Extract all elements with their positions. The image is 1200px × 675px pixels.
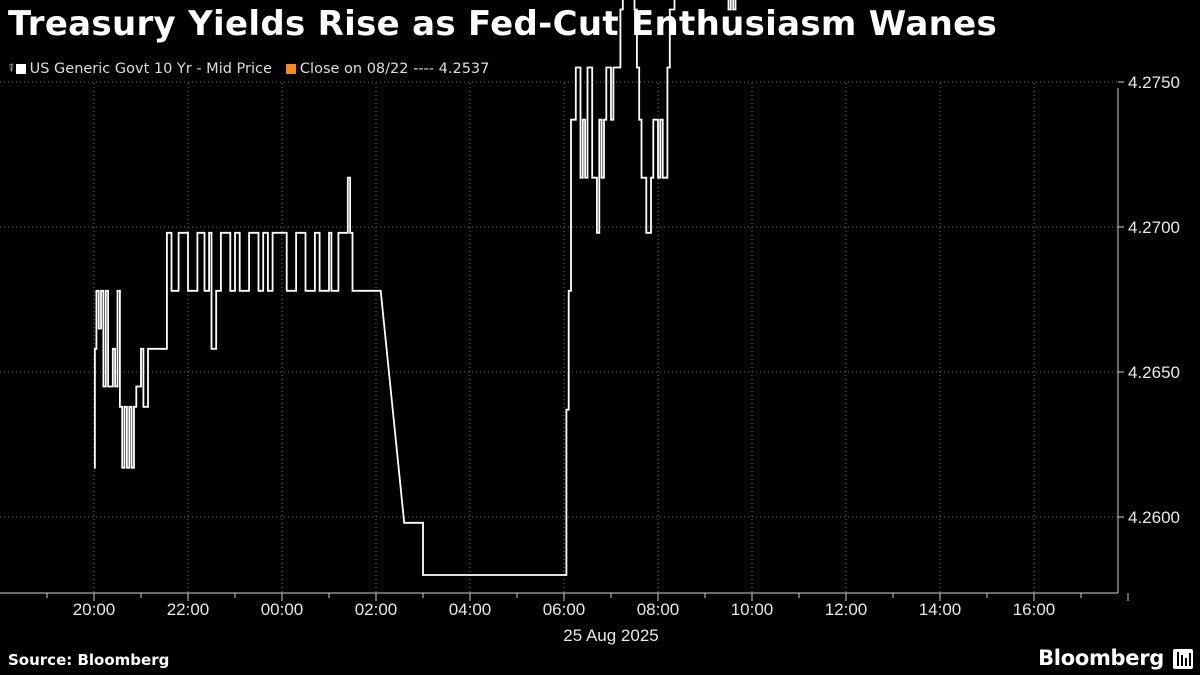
chart-title: Treasury Yields Rise as Fed-Cut Enthusia… bbox=[8, 4, 997, 44]
x-tick-label: 20:00 bbox=[73, 600, 116, 619]
x-tick-label: 06:00 bbox=[543, 600, 586, 619]
legend-label-close: Close on 08/22 ---- 4.2537 bbox=[299, 61, 490, 77]
legend-label-series: US Generic Govt 10 Yr - Mid Price bbox=[29, 61, 272, 77]
x-tick-label: 08:00 bbox=[637, 600, 680, 619]
brand-logo: Bloomberg bbox=[1038, 646, 1164, 670]
y-tick-label: 4.2650 bbox=[1128, 363, 1180, 382]
legend-swatch-orange bbox=[285, 64, 296, 74]
source-note: Source: Bloomberg bbox=[8, 651, 170, 669]
x-tick-label: 16:00 bbox=[1013, 600, 1056, 619]
legend-swatch-white bbox=[15, 64, 26, 74]
legend-item-close: Close on 08/22 ---- 4.2537 bbox=[285, 61, 490, 77]
x-tick-label: 22:00 bbox=[167, 600, 210, 619]
x-tick-label: 02:00 bbox=[355, 600, 398, 619]
x-tick-label: 14:00 bbox=[919, 600, 962, 619]
y-tick-label: 4.2600 bbox=[1128, 508, 1180, 527]
x-tick-label: 00:00 bbox=[261, 600, 304, 619]
y-tick-label: 4.2700 bbox=[1128, 218, 1180, 237]
legend: ⍒ US Generic Govt 10 Yr - Mid Price Clos… bbox=[8, 61, 503, 77]
series-line bbox=[94, 0, 737, 576]
x-date-label: 25 Aug 2025 bbox=[563, 626, 658, 645]
x-tick-label: 12:00 bbox=[825, 600, 868, 619]
y-tick-label: 4.2750 bbox=[1128, 73, 1180, 92]
legend-marker-icon: ⍒ bbox=[8, 62, 15, 75]
x-tick-label: 04:00 bbox=[449, 600, 492, 619]
legend-item-series: ⍒ US Generic Govt 10 Yr - Mid Price bbox=[8, 61, 272, 77]
x-tick-label: 10:00 bbox=[731, 600, 774, 619]
terminal-icon bbox=[1173, 649, 1193, 669]
